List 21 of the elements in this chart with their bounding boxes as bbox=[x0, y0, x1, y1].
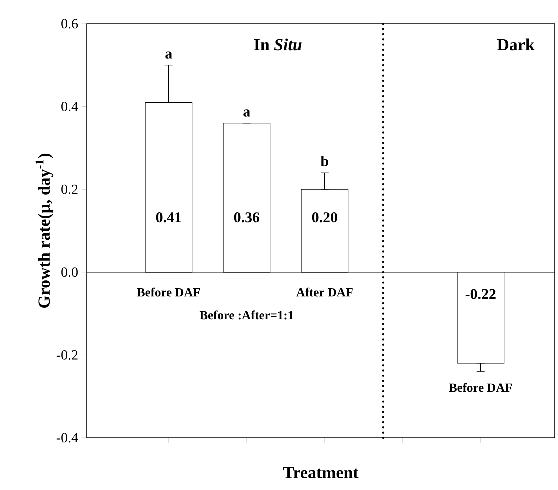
annotation: b bbox=[320, 156, 328, 167]
x-axis-title: Treatment bbox=[283, 467, 359, 479]
annotation: a bbox=[166, 52, 172, 59]
y-tick-label: 0.6 bbox=[62, 19, 78, 29]
y-axis-title: Growth rate(μ, day$^{-1}$) bbox=[36, 154, 54, 308]
y-tick-label: 0.2 bbox=[62, 184, 78, 194]
y-tick-label: 0.4 bbox=[62, 102, 78, 112]
annotation: Dark bbox=[497, 38, 535, 51]
annotation: In Situ bbox=[254, 38, 302, 51]
data-label: 0.41 bbox=[156, 212, 182, 223]
y-tick-label: -0.4 bbox=[56, 433, 78, 443]
x-tick-label: Before :After=1:1 bbox=[200, 310, 294, 320]
y-tick-label: 0.0 bbox=[62, 268, 78, 278]
data-label: 0.20 bbox=[312, 212, 338, 223]
x-tick-label: After DAF bbox=[296, 288, 353, 297]
data-label: 0.36 bbox=[234, 212, 260, 223]
data-label: -0.22 bbox=[466, 289, 496, 300]
y-tick-label: -0.2 bbox=[56, 350, 78, 360]
annotation: a bbox=[244, 110, 250, 117]
x-tick-label: Before DAF bbox=[137, 288, 200, 297]
x-tick-label: Before DAF bbox=[449, 383, 512, 392]
